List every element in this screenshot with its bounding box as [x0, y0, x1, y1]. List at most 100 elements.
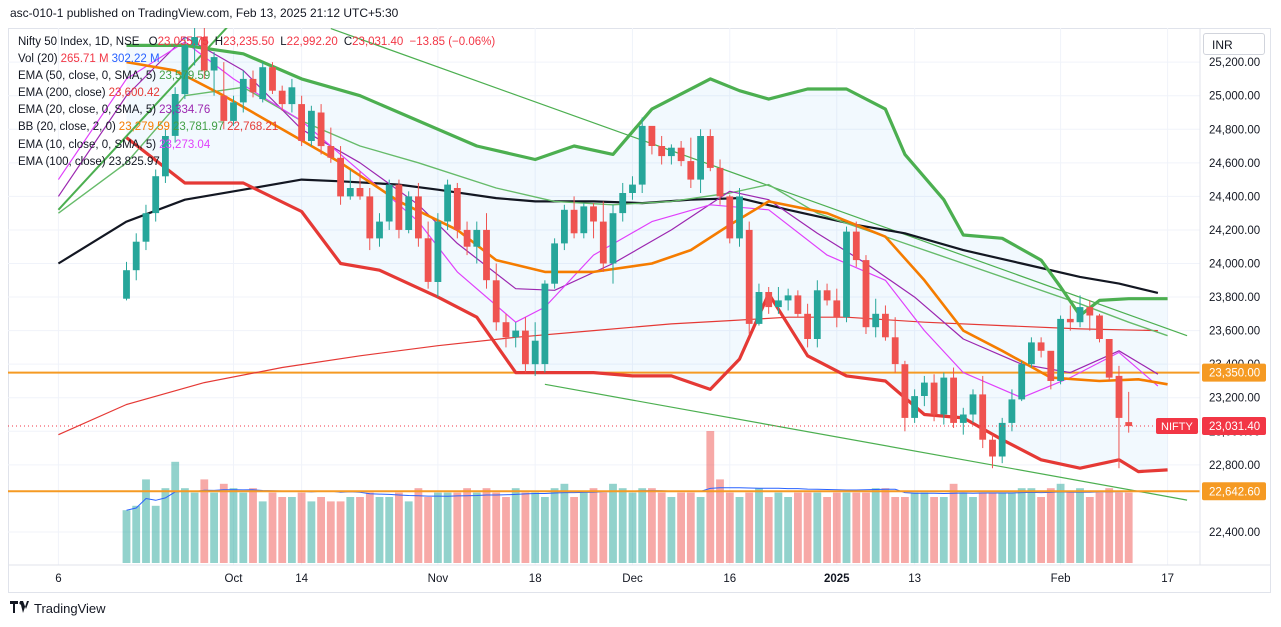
footer-brand-text: TradingView: [34, 601, 106, 616]
candle-body: [249, 78, 257, 93]
candle-body: [327, 146, 335, 158]
symbol-legend-row[interactable]: Nifty 50 Index, 1D, NSE O23,055.75 H23,23…: [18, 34, 495, 51]
volume-bar: [297, 492, 306, 563]
volume-bar: [969, 497, 977, 563]
volume-bar: [239, 492, 248, 563]
volume-bar: [142, 479, 150, 563]
volume-bar: [1066, 492, 1075, 563]
candle-body: [959, 414, 967, 423]
volume-bar: [1056, 483, 1065, 563]
currency-button[interactable]: INR: [1203, 33, 1265, 55]
volume-bar: [122, 510, 131, 563]
candle-body: [463, 229, 471, 247]
publisher-header: asc-010-1 published on TradingView.com, …: [10, 6, 399, 20]
candle-body: [269, 67, 276, 91]
volume-bar: [210, 492, 218, 563]
y-tick-label: 24,600.00: [1209, 158, 1260, 170]
candle-body: [969, 394, 977, 415]
volume-bar: [161, 488, 170, 563]
level-price-label: 23,350.00: [1209, 368, 1260, 380]
volume-bar: [151, 505, 160, 563]
candle-body: [1086, 307, 1094, 316]
volume-bar: [949, 483, 958, 563]
volume-bar: [725, 492, 734, 563]
candle-body: [385, 184, 393, 222]
volume-bar: [365, 492, 374, 563]
y-tick-label: 24,200.00: [1209, 225, 1260, 237]
volume-bar: [716, 479, 724, 563]
volume-bar: [132, 505, 141, 563]
candle-body: [288, 87, 296, 105]
volume-bar: [502, 497, 510, 563]
indicator-label: BB (20, close, 2, 0): [18, 121, 116, 134]
candle-body: [804, 313, 811, 339]
volume-bar: [472, 492, 481, 563]
candle-body: [599, 221, 607, 264]
volume-bar: [317, 497, 325, 563]
indicator-label: EMA (50, close, 0, SMA, 5): [18, 70, 157, 83]
candle-body: [181, 45, 189, 95]
volume-bar: [871, 488, 880, 563]
indicator-legend-row[interactable]: EMA (100, close) 23,825.97: [18, 154, 495, 171]
indicator-legend-row[interactable]: EMA (50, close, 0, SMA, 5) 23,579.59: [18, 68, 495, 85]
volume-bar: [443, 492, 452, 563]
volume-bar: [190, 492, 199, 563]
y-tick-label: 23,600.00: [1209, 326, 1260, 338]
candle-body: [424, 238, 432, 282]
x-tick-label: Dec: [622, 573, 643, 585]
indicator-legend-row[interactable]: EMA (200, close) 23,600.42: [18, 85, 495, 102]
x-tick-label: 13: [908, 573, 921, 585]
volume-bar: [385, 497, 394, 563]
candle-body: [483, 229, 490, 281]
candle-body: [1057, 318, 1064, 381]
candle-body: [366, 196, 374, 239]
symbol-tag-label: NIFTY: [1161, 421, 1193, 433]
price-change: −13.85 (−0.06%): [409, 36, 496, 48]
x-tick-label: 2025: [824, 573, 850, 585]
volume-bar: [852, 492, 861, 563]
volume-bar: [910, 492, 919, 563]
indicator-value: 23,273.04: [159, 138, 211, 151]
candle-body: [813, 290, 821, 339]
candle-body: [152, 176, 160, 214]
indicator-value: 302.22 M: [111, 53, 160, 66]
candle-body: [736, 196, 743, 239]
chart-frame[interactable]: [8, 28, 1271, 593]
candle-body: [551, 243, 558, 284]
volume-bar: [249, 488, 257, 563]
indicator-legend-row[interactable]: BB (20, close, 2, 0) 23,279.59 23,781.97 22…: [18, 119, 495, 136]
indicator-line: [125, 136, 1168, 474]
volume-bar: [1105, 488, 1114, 563]
candle-body: [882, 313, 889, 338]
volume-bar: [1085, 497, 1094, 563]
volume-bar: [453, 492, 462, 563]
ohlc-key-o: O: [148, 36, 158, 48]
candle-body: [171, 94, 179, 136]
volume-bar: [268, 492, 277, 563]
indicator-legend: Nifty 50 Index, 1D, NSE O23,055.75 H23,23…: [18, 34, 495, 171]
ohlc-value-l: 22,992.20: [286, 36, 338, 48]
candle-body: [745, 229, 753, 324]
candle-body: [210, 57, 218, 71]
indicator-legend-row[interactable]: EMA (10, close, 0, SMA, 5) 23,273.04: [18, 137, 495, 154]
volume-bar: [1017, 488, 1026, 563]
volume-bar: [667, 497, 676, 563]
candle-body: [998, 422, 1006, 457]
candle-body: [1096, 315, 1103, 339]
candle-body: [911, 396, 918, 418]
candle-body: [531, 340, 539, 365]
candle-body: [989, 439, 996, 457]
candle-body: [891, 337, 899, 365]
volume-bar: [959, 492, 968, 563]
candle-body: [522, 330, 529, 365]
indicator-legend-row[interactable]: EMA (20, close, 0, SMA, 5) 23,334.76: [18, 102, 495, 119]
candle-body: [453, 188, 461, 230]
volume-bar: [1046, 488, 1055, 563]
volume-bar: [930, 497, 938, 563]
last-price-label: 23,031.40: [1209, 421, 1260, 433]
volume-bar: [706, 431, 715, 563]
candle-body: [609, 213, 617, 264]
volume-bar: [414, 488, 423, 563]
indicator-legend-row[interactable]: Vol (20) 265.71 M 302.22 M: [18, 51, 495, 68]
